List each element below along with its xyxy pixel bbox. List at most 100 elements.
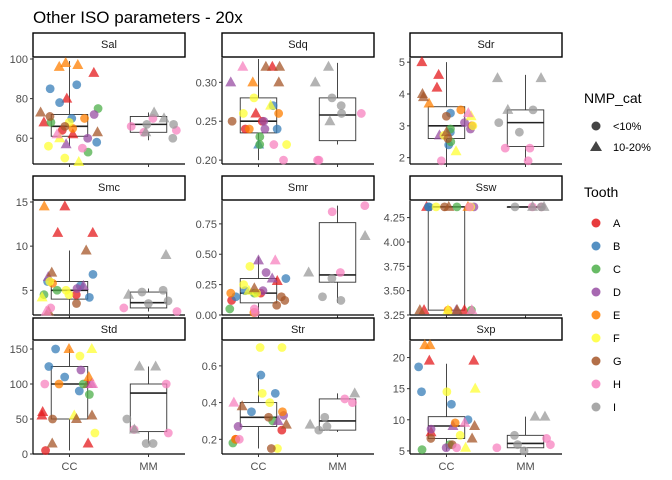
chart-title: Other ISO parameters - 20x: [33, 8, 243, 27]
data-point-circle: [75, 351, 85, 361]
data-point-triangle: [527, 200, 539, 211]
data-point-triangle: [140, 126, 152, 137]
legend-color-title: Tooth: [584, 184, 618, 200]
facet-sdq: Sdq 0.20 0.25 0.30: [196, 32, 375, 167]
data-point-triangle: [359, 230, 371, 241]
data-point-triangle: [441, 126, 453, 137]
y-tick-label: 3.50: [384, 286, 405, 298]
data-point-circle: [90, 428, 100, 438]
data-point-circle: [60, 372, 70, 382]
facet-strip: [221, 32, 375, 58]
y-tick-label: 0.25: [196, 116, 217, 128]
data-point-triangle: [72, 58, 84, 69]
data-point-triangle: [53, 60, 65, 71]
data-point-circle: [141, 439, 151, 448]
data-point-triangle: [82, 437, 94, 448]
data-point-circle: [60, 121, 70, 131]
data-point-circle: [337, 109, 346, 118]
facet-strip-label: Sdq: [288, 39, 308, 51]
box-iqr: [239, 278, 278, 304]
data-point-triangle: [460, 441, 472, 452]
data-point-circle: [45, 112, 55, 121]
data-point-circle: [52, 285, 62, 295]
legend-color-swatch: [591, 402, 601, 412]
data-point-triangle: [247, 76, 259, 87]
data-point-circle: [45, 84, 55, 94]
data-point-circle: [281, 274, 291, 283]
y-tick-label: 150: [10, 344, 28, 356]
facet-str: Str 0.2 0.4 0.6 CC MM: [202, 317, 375, 473]
data-point-circle: [280, 296, 290, 305]
data-point-triangle: [265, 99, 277, 110]
data-point-circle: [51, 344, 61, 354]
data-point-circle: [360, 201, 370, 211]
x-tick-label: MM: [139, 461, 157, 473]
data-point-circle: [61, 285, 71, 295]
data-point-circle: [417, 387, 426, 397]
data-point-circle: [143, 299, 153, 308]
data-point-triangle: [273, 76, 285, 87]
data-point-circle: [348, 398, 357, 407]
y-tick-label: 4.00: [384, 237, 405, 249]
data-point-triangle: [423, 354, 435, 365]
data-point-circle: [510, 202, 520, 212]
data-point-circle: [226, 288, 236, 298]
facet-std: Std 0 50 100 150 CC MM: [10, 317, 186, 473]
data-point-circle: [441, 111, 451, 121]
y-tick-label: 50: [16, 414, 28, 426]
data-point-circle: [447, 399, 456, 409]
facet-ssw: Ssw 3.25 3.50 3.75 4.00 4.25: [384, 175, 563, 322]
data-point-circle: [279, 155, 288, 165]
data-point-circle: [60, 153, 70, 163]
data-point-circle: [266, 444, 276, 453]
y-tick-label: 5: [399, 57, 405, 69]
data-point-triangle: [260, 60, 272, 71]
data-point-triangle: [160, 248, 172, 259]
data-point-circle: [137, 287, 147, 297]
y-tick-label: 15: [393, 384, 405, 396]
data-point-triangle: [450, 145, 462, 156]
facet-strip: [409, 175, 563, 201]
y-tick-label: 3.75: [384, 261, 405, 273]
data-point-circle: [510, 430, 519, 440]
data-point-triangle: [414, 304, 426, 315]
data-point-circle: [256, 370, 266, 380]
data-point-circle: [514, 127, 524, 137]
data-point-triangle: [459, 416, 471, 427]
points-sdq: [225, 60, 366, 165]
data-point-triangle: [150, 360, 162, 371]
legend-color-swatch: [591, 310, 601, 320]
data-point-circle: [126, 121, 136, 131]
y-tick-label: 0.4: [202, 398, 217, 410]
data-point-triangle: [61, 92, 73, 103]
data-point-triangle: [148, 106, 160, 117]
data-point-circle: [426, 434, 436, 443]
data-point-circle: [277, 343, 287, 352]
data-point-circle: [255, 132, 265, 142]
facet-strip: [409, 32, 563, 58]
data-point-circle: [142, 119, 152, 129]
data-point-circle: [455, 430, 465, 440]
data-point-triangle: [158, 112, 170, 123]
data-point-circle: [44, 362, 54, 371]
data-point-circle: [83, 133, 93, 143]
data-point-triangle: [36, 409, 48, 420]
data-point-circle: [414, 362, 424, 372]
y-tick-label: 3.25: [384, 310, 405, 322]
data-point-circle: [255, 343, 265, 352]
data-point-circle: [161, 379, 171, 389]
data-point-circle: [119, 303, 129, 313]
data-point-circle: [239, 280, 249, 290]
facet-strip: [32, 175, 186, 201]
data-point-circle: [513, 440, 522, 450]
data-point-circle: [528, 105, 538, 115]
legend-triangle-icon: [590, 141, 602, 151]
data-point-triangle: [228, 396, 240, 407]
data-point-triangle: [86, 343, 98, 353]
data-point-circle: [261, 268, 271, 277]
data-point-circle: [426, 424, 436, 434]
legend-color-swatch: [591, 287, 601, 297]
data-point-circle: [238, 109, 248, 118]
x-tick-label: CC: [439, 461, 455, 473]
